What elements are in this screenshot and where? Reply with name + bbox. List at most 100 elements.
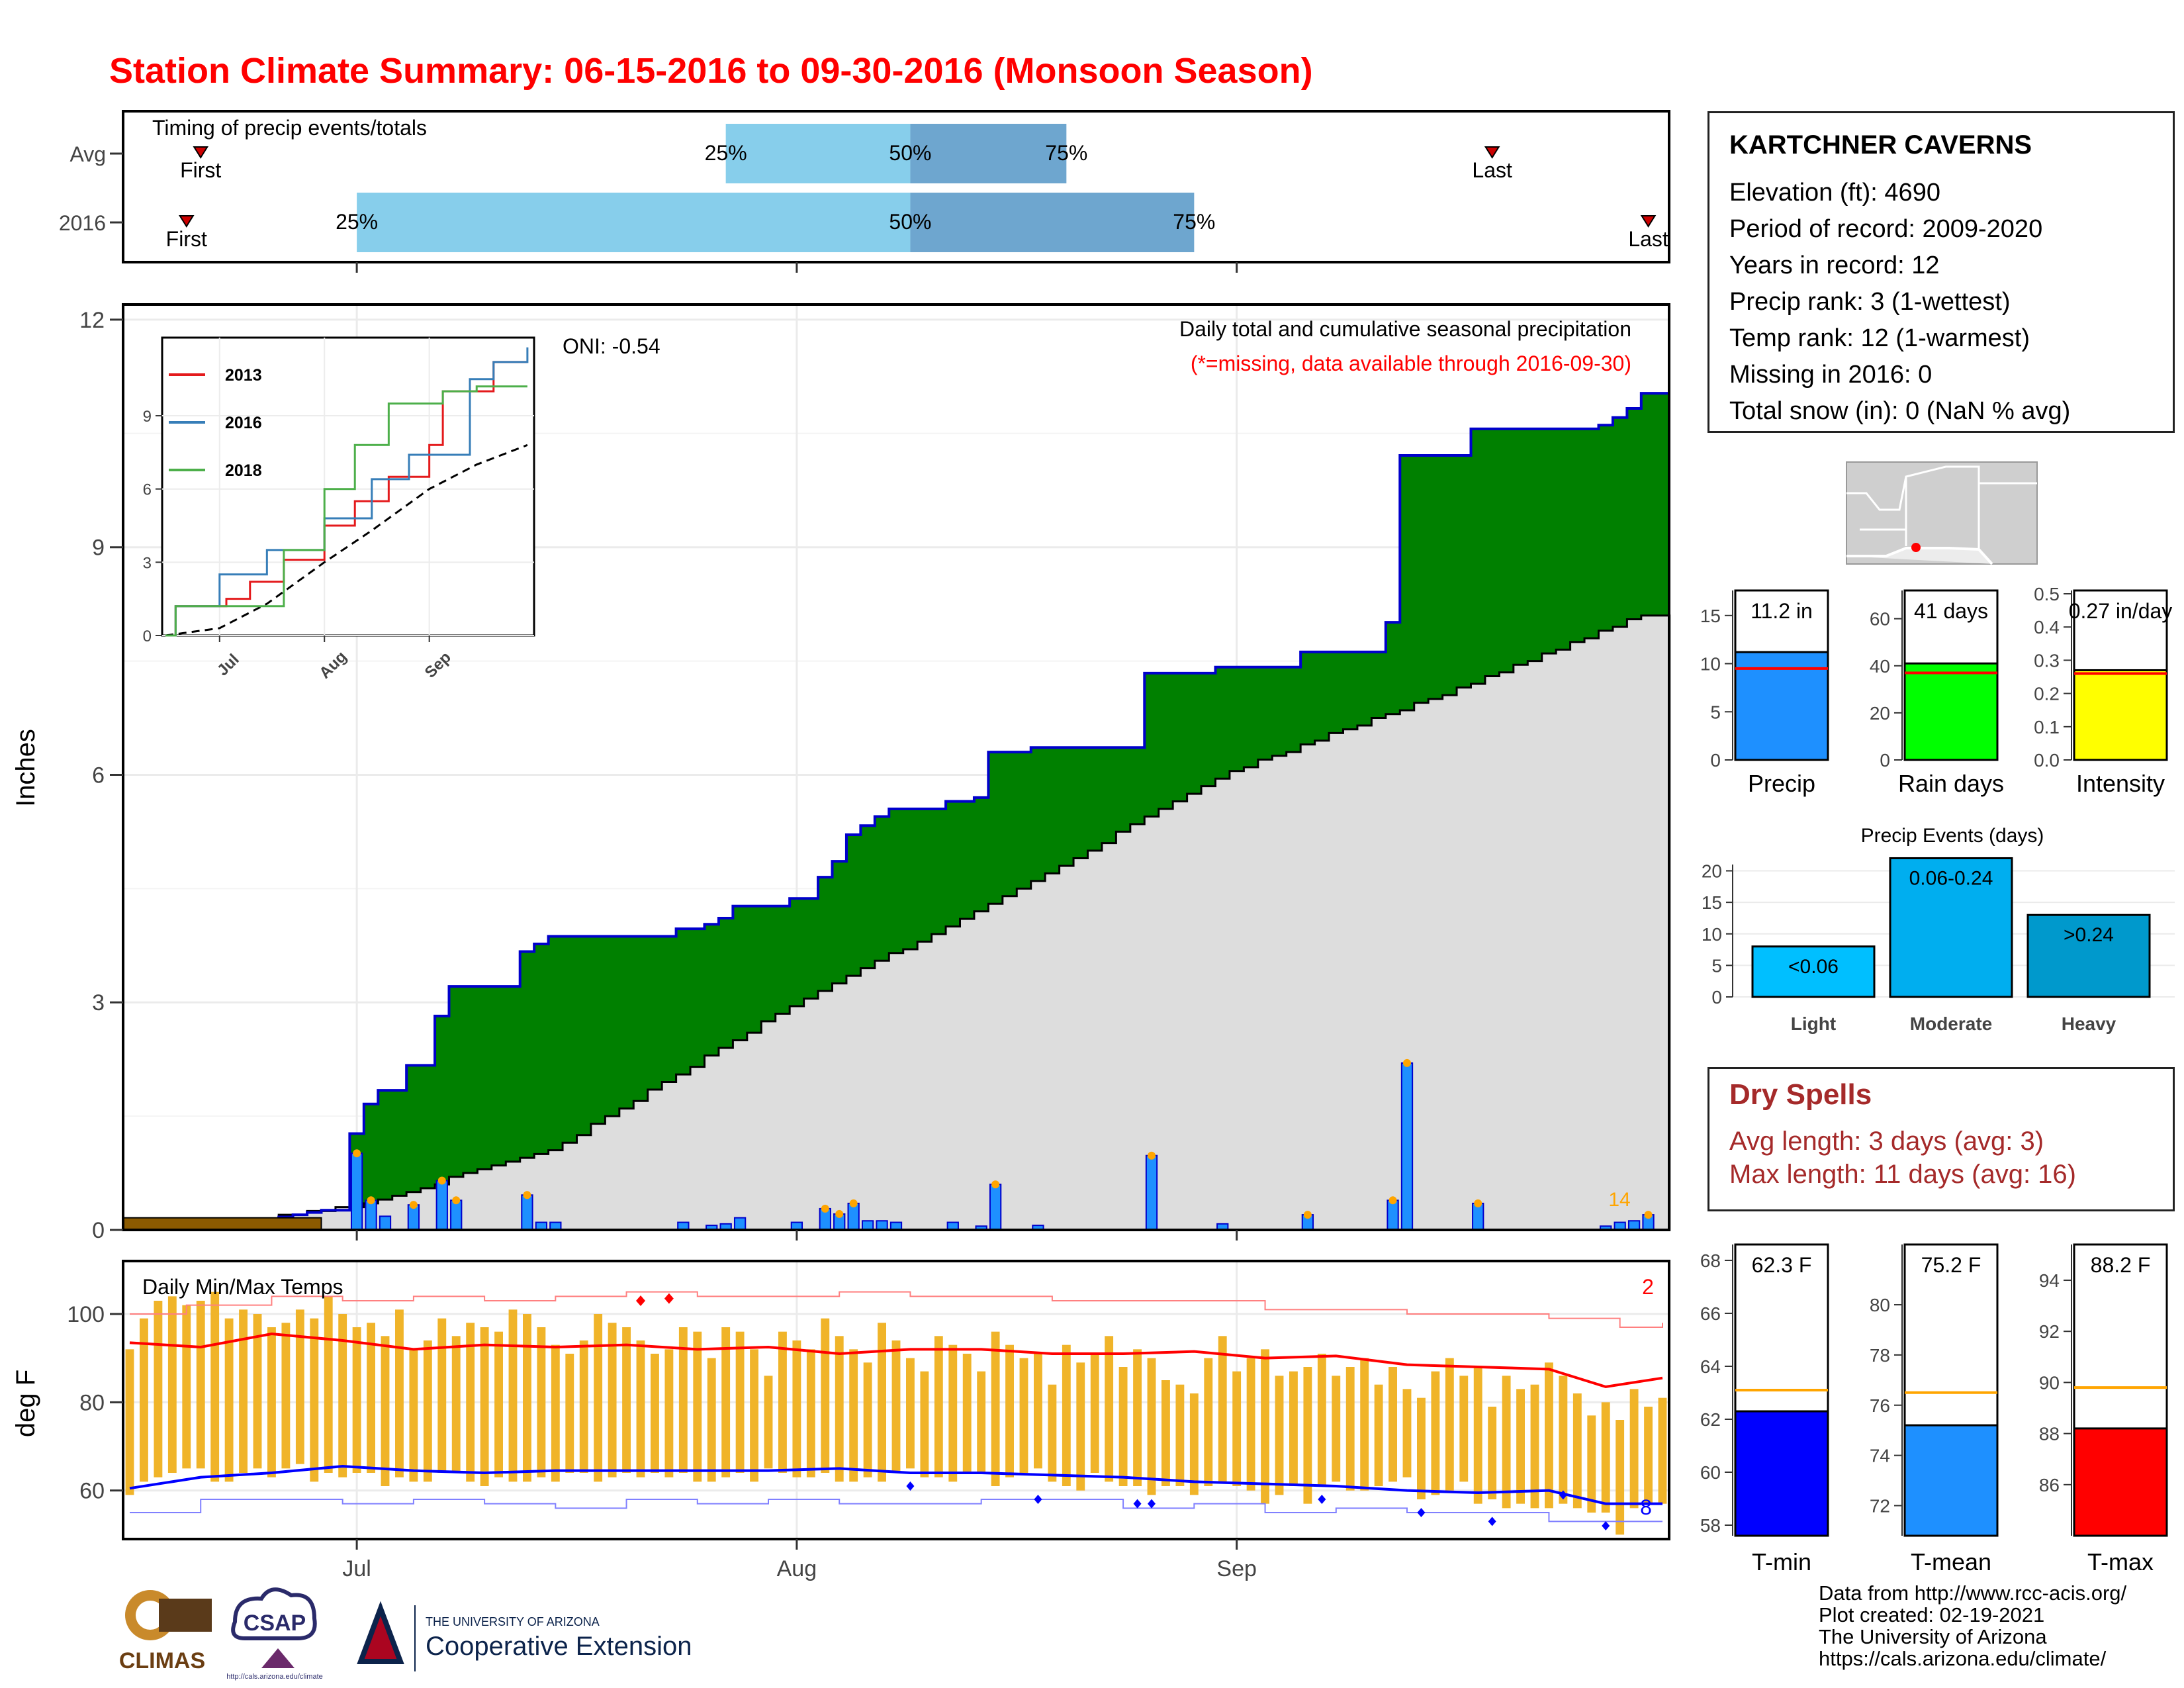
- daily-temp-range-bar: [934, 1336, 943, 1477]
- precip-event-dot: [1303, 1211, 1312, 1219]
- mini-y-tick-label: 0.5: [2034, 584, 2060, 604]
- timing-bar-50-75: [910, 193, 1195, 252]
- mini-y-tick-label: 94: [2039, 1270, 2060, 1291]
- station-precip-rank: Precip rank: 3 (1-wettest): [1729, 288, 2011, 316]
- mini-y-tick-label: 88: [2039, 1424, 2060, 1444]
- mini-y-tick-label: 60: [1870, 609, 1890, 630]
- daily-temp-range-bar: [1473, 1367, 1482, 1504]
- precip-event-dot: [849, 1199, 858, 1207]
- last-event-label: Last: [1628, 227, 1668, 251]
- cumulative-area: [122, 392, 1671, 1231]
- precip-event-dot: [523, 1191, 531, 1199]
- mini-value-bar: [1734, 651, 1829, 761]
- daily-temp-range-bar: [1175, 1384, 1185, 1486]
- mini-panel-label: Rain days: [1898, 770, 2004, 797]
- timing-q75-label: 75%: [1045, 141, 1087, 165]
- daily-temp-range-bar: [594, 1314, 603, 1482]
- daily-temp-range-bar: [1048, 1384, 1057, 1482]
- daily-temp-range-bar: [480, 1327, 489, 1486]
- precip-frame: [122, 303, 1670, 1231]
- daily-precip-bar: [861, 1220, 874, 1231]
- precip-event-dot: [409, 1201, 418, 1209]
- events-y-tick-label: 0: [1711, 987, 1722, 1008]
- station-name: KARTCHNER CAVERNS: [1729, 130, 2032, 160]
- daily-precip-bar: [1472, 1202, 1484, 1231]
- timing-rows: 25% 50% 75% First Last Avg 25% 50% 75% First Last 2…: [59, 124, 1668, 273]
- climas-wordmark: CLIMAS: [119, 1648, 205, 1673]
- events-y-tick-label: 10: [1702, 924, 1722, 945]
- precip-event-dot: [821, 1204, 829, 1213]
- daily-temp-range-bar: [140, 1318, 148, 1482]
- daily-temp-range-bar: [167, 1296, 177, 1473]
- daily-temp-range-bar: [750, 1349, 758, 1482]
- summary-precip-panels: 0 5 10 15 11.2 in Precip 0 20 40 60 41 days Rain da…: [1700, 584, 2172, 797]
- last-event-marker: [1484, 146, 1500, 159]
- mini-y-tick-label: 58: [1700, 1515, 1721, 1536]
- first-event-marker: [193, 146, 209, 159]
- record-low-marker: [1034, 1495, 1042, 1504]
- daily-temp-range-bar: [1572, 1393, 1582, 1509]
- mini-y-tick-label: 72: [1870, 1495, 1890, 1516]
- daily-temp-range-bar: [1459, 1376, 1469, 1482]
- daily-temp-range-bar: [1317, 1354, 1326, 1486]
- precip-y-tick-label: 9: [92, 536, 105, 561]
- mini-y-tick-label: 68: [1700, 1250, 1721, 1271]
- record-high-envelope: [130, 1291, 1663, 1328]
- timing-row-label: Avg: [69, 142, 106, 166]
- daily-temp-range-bar: [239, 1309, 248, 1473]
- daily-temp-range-bar: [1388, 1367, 1397, 1482]
- daily-precip-bar: [1145, 1154, 1158, 1231]
- daily-temp-range-bar: [778, 1331, 787, 1473]
- daily-temp-range-bar: [423, 1340, 432, 1482]
- mini-value-label: 62.3 F: [1752, 1253, 1812, 1277]
- events-bar-label: >0.24: [2064, 924, 2114, 946]
- events-bar: [1751, 945, 1876, 998]
- station-location-marker: [1911, 543, 1921, 552]
- climas-block-icon: [159, 1599, 212, 1632]
- daily-temp-range-bar: [764, 1376, 773, 1469]
- mini-panel-label: T-min: [1752, 1548, 1811, 1575]
- mini-value-bar: [1903, 662, 1999, 761]
- timing-q50-label: 50%: [889, 210, 931, 234]
- mini-y-tick-label: 5: [1710, 702, 1721, 722]
- map-state-lines: [1860, 467, 1980, 549]
- mini-y-tick-label: 62: [1700, 1409, 1721, 1430]
- record-low-marker: [1417, 1508, 1426, 1517]
- mini-y-tick-label: 0: [1880, 750, 1890, 771]
- precip-event-dot: [452, 1196, 461, 1205]
- daily-temp-range-bar: [1105, 1336, 1114, 1482]
- mini-panel-label: T-mean: [1911, 1548, 1991, 1575]
- inset-legend-label: 2016: [225, 414, 262, 432]
- csap-logo: CSAP http://cals.arizona.edu/climate: [226, 1587, 323, 1681]
- climas-sun-center: [136, 1601, 165, 1630]
- mini-y-tick-label: 40: [1870, 656, 1890, 677]
- timing-bar-25-50: [357, 193, 911, 252]
- station-info-box: KARTCHNER CAVERNS Elevation (ft): 4690 P…: [1707, 111, 2175, 433]
- precip-panel-subtitle: (*=missing, data available through 2016-…: [1191, 352, 1631, 375]
- precip-event-dot: [835, 1209, 844, 1218]
- inset-frame: [161, 336, 535, 637]
- ua-big-text: Cooperative Extension: [426, 1632, 692, 1661]
- daily-precip-bar: [1387, 1199, 1399, 1231]
- daily-temp-range-bar: [267, 1327, 276, 1477]
- daily-temp-range-bar: [565, 1354, 574, 1473]
- daily-temp-range-bar: [1275, 1376, 1284, 1495]
- mini-y-tick-label: 0.4: [2034, 617, 2060, 637]
- daily-temp-range-bar: [1559, 1376, 1568, 1504]
- timing-row-label: 2016: [59, 211, 106, 235]
- mini-y-tick-label: 0.0: [2034, 750, 2060, 771]
- precip-panel-title: Daily total and cumulative seasonal prec…: [1179, 317, 1631, 341]
- daily-temp-range-bar: [1034, 1354, 1042, 1469]
- precip-event-dot: [1644, 1211, 1653, 1219]
- inset-series-line-2013: [165, 361, 527, 637]
- inset-legend-label: 2018: [225, 461, 262, 480]
- daily-temp-range-bar: [508, 1309, 518, 1482]
- daily-temp-range-bar: [523, 1314, 531, 1482]
- daily-precip-bar: [1400, 1062, 1414, 1231]
- mini-y-tick-label: 60: [1700, 1462, 1721, 1483]
- daily-precip-bar: [1627, 1220, 1641, 1231]
- mini-y-tick-label: 0.1: [2034, 717, 2060, 737]
- daily-temp-range-bar: [1332, 1376, 1341, 1482]
- credit-data-source: Data from http://www.rcc-acis.org/: [1819, 1581, 2127, 1605]
